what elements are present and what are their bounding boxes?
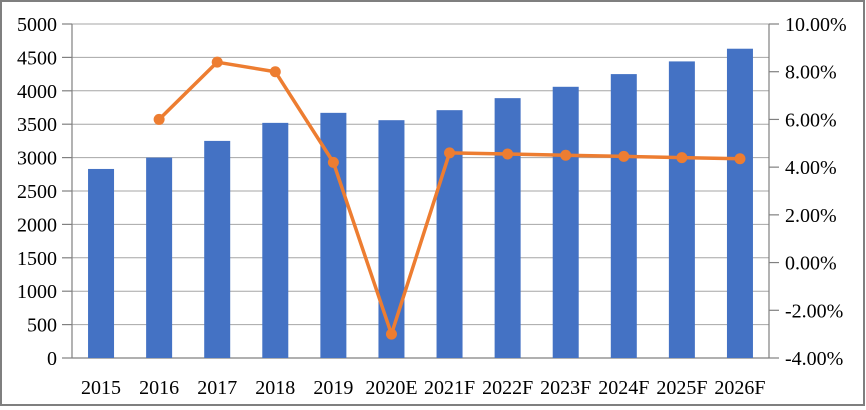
left-axis-tick-label: 2500 <box>17 181 57 203</box>
bar-2020E <box>378 120 405 358</box>
left-axis-tick-label: 3000 <box>17 148 57 170</box>
x-axis-label-2019: 2019 <box>313 377 353 399</box>
left-axis-tick-label: 500 <box>27 315 57 337</box>
left-axis-tick-label: 0 <box>47 348 57 370</box>
right-axis-tick-label: 6.00% <box>785 109 837 131</box>
left-axis-tick-label: 4000 <box>17 81 57 103</box>
x-axis-label-2023F: 2023F <box>540 377 591 399</box>
x-axis-label-2016: 2016 <box>139 377 179 399</box>
x-axis-label-2024F: 2024F <box>598 377 649 399</box>
left-axis-tick-label: 2000 <box>17 214 57 236</box>
right-axis-tick-label: 0.00% <box>785 253 837 275</box>
bar-2018 <box>262 122 289 358</box>
line-marker-2026F <box>734 153 746 165</box>
line-marker-2021F <box>444 147 456 159</box>
x-axis-label-2018: 2018 <box>255 377 295 399</box>
line-marker-2020E <box>385 328 397 340</box>
line-marker-2024F <box>618 150 630 162</box>
line-marker-2023F <box>560 149 572 161</box>
bar-2022F <box>494 98 521 358</box>
left-axis-tick-label: 3500 <box>17 114 57 136</box>
bar-2016 <box>146 157 173 358</box>
bar-2023F <box>552 86 579 359</box>
x-axis-label-2020E: 2020E <box>365 377 417 399</box>
bar-2019 <box>320 112 347 359</box>
right-axis-tick-label: 8.00% <box>785 62 837 84</box>
left-axis-tick-label: 4500 <box>17 47 57 69</box>
left-axis-tick-label: 5000 <box>17 14 57 36</box>
bar-2015 <box>88 168 115 358</box>
line-marker-2022F <box>502 148 514 160</box>
bar-2017 <box>204 140 231 358</box>
x-axis-label-2026F: 2026F <box>714 377 765 399</box>
left-axis-tick-label: 1000 <box>17 281 57 303</box>
line-marker-2016 <box>153 113 165 125</box>
right-axis-tick-label: 4.00% <box>785 157 837 179</box>
x-axis-label-2021F: 2021F <box>424 377 475 399</box>
right-axis-tick-label: -2.00% <box>785 300 843 322</box>
line-marker-2025F <box>676 152 688 164</box>
line-marker-2018 <box>269 66 281 78</box>
x-axis-label-2017: 2017 <box>197 377 237 399</box>
bar-2026F <box>726 48 753 358</box>
right-axis-tick-label: 10.00% <box>785 14 847 36</box>
x-axis-label-2025F: 2025F <box>656 377 707 399</box>
bar-2025F <box>668 61 695 359</box>
line-marker-2017 <box>211 56 223 68</box>
right-axis-tick-label: 2.00% <box>785 205 837 227</box>
left-axis-tick-label: 1500 <box>17 248 57 270</box>
x-axis-label-2022F: 2022F <box>482 377 533 399</box>
x-axis-label-2015: 2015 <box>81 377 121 399</box>
bar-2024F <box>610 74 637 358</box>
right-axis-tick-label: -4.00% <box>785 348 843 370</box>
line-marker-2019 <box>327 156 339 168</box>
